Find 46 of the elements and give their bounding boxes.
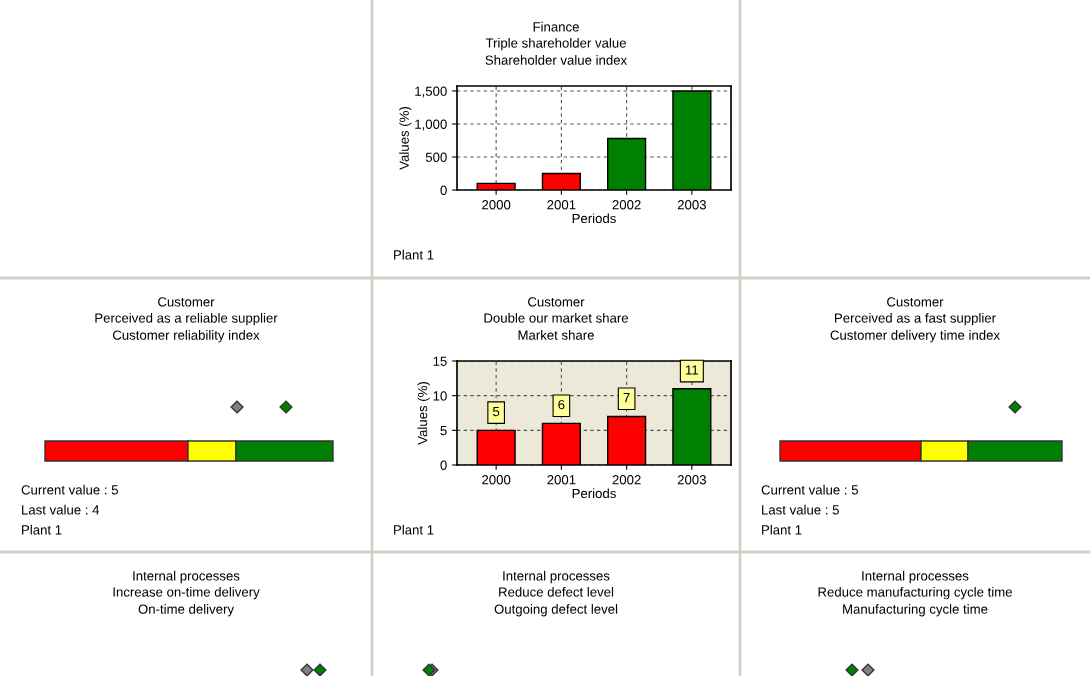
text: Internal processes — [862, 570, 969, 584]
chart-subtitle: Triple shareholder value Shareholder value index — [485, 38, 628, 65]
text: Last value : 5 — [762, 504, 839, 515]
x-axis-title: Periods — [572, 488, 616, 499]
y-tick-label: 1,500 — [415, 86, 447, 98]
text: Perceived as a fast supplier Customer delivery time index — [830, 313, 1000, 343]
x-tick-label: 2002 — [612, 475, 641, 485]
text: Customer — [158, 297, 215, 307]
y-tick-label: 0 — [440, 185, 447, 195]
x-tick-label: 2003 — [677, 475, 706, 485]
y-axis-title: Values (%) — [399, 107, 412, 170]
text: Plant 1 — [394, 524, 434, 535]
y-tick-label: 15 — [433, 356, 447, 366]
y-tick-label: 500 — [425, 152, 447, 162]
text: Increase on-time delivery On-time delivery — [113, 587, 260, 617]
data-label: 7 — [623, 393, 630, 403]
x-tick-label: 2002 — [612, 200, 641, 210]
y-tick-label: 0 — [440, 460, 447, 470]
text: Perceived as a reliable supplier Customer reliability index — [95, 313, 278, 343]
x-tick-label: 2000 — [482, 200, 511, 210]
text: Current value : 5 — [761, 484, 858, 495]
data-label: 11 — [686, 365, 699, 375]
data-label: 6 — [558, 399, 565, 410]
text: Reduce defect level Outgoing defect level — [494, 587, 618, 617]
text: Internal processes — [503, 570, 610, 584]
text: Customer — [887, 297, 944, 307]
x-tick-label: 2001 — [547, 200, 576, 210]
y-tick-label: 10 — [433, 391, 447, 401]
chart-subtitle: Double our market share Market share — [484, 313, 629, 340]
y-tick-label: 1,000 — [415, 119, 447, 131]
text: Plant 1 — [762, 524, 802, 535]
x-axis-title: Periods — [572, 213, 616, 224]
text: Internal processes — [133, 570, 240, 584]
data-label: 5 — [493, 406, 500, 417]
text: Last value : 4 — [22, 504, 100, 515]
x-tick-label: 2000 — [482, 475, 511, 485]
y-tick-label: 5 — [440, 426, 447, 436]
text: Plant 1 — [22, 524, 62, 535]
chart-title: Customer — [528, 297, 585, 307]
chart-title: Finance — [533, 21, 579, 32]
x-tick-label: 2003 — [677, 200, 706, 210]
text: Reduce manufacturing cycle time Manufacturing cycle time — [818, 587, 1012, 617]
x-tick-label: 2001 — [547, 475, 576, 485]
text: Plant 1 — [394, 249, 434, 260]
text: Current value : 5 — [21, 484, 118, 495]
y-axis-title: Values (%) — [417, 382, 430, 445]
